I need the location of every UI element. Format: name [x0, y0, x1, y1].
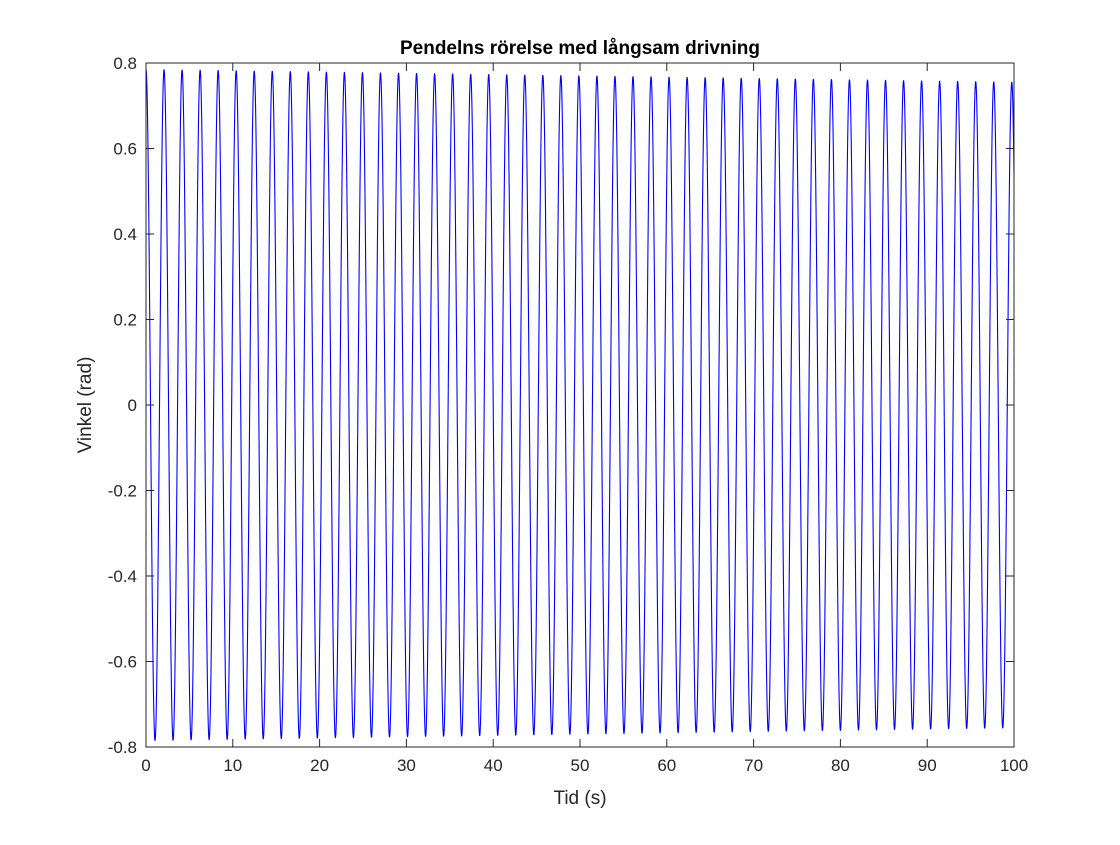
x-axis-label: Tid (s) — [553, 788, 606, 809]
series-line — [145, 69, 1015, 741]
x-tick-label: 70 — [744, 756, 763, 775]
y-axis-label: Vinkel (rad) — [75, 357, 96, 454]
y-tick-label: -0.4 — [108, 567, 137, 586]
y-axis: -0.8 -0.6 -0.4 -0.2 0 0.2 0.4 0.6 0.8 — [108, 54, 1014, 757]
y-tick-label: 0.2 — [113, 311, 137, 330]
x-axis: 0 10 20 30 40 50 60 70 80 90 100 — [141, 63, 1028, 775]
y-tick-label: -0.2 — [108, 482, 137, 501]
y-tick-label: -0.8 — [108, 738, 137, 757]
x-tick-label: 40 — [484, 756, 503, 775]
x-tick-label: 80 — [831, 756, 850, 775]
y-tick-label: 0.6 — [113, 140, 137, 159]
x-tick-label: 100 — [1000, 756, 1028, 775]
x-tick-label: 20 — [310, 756, 329, 775]
y-tick-label: 0 — [128, 396, 137, 415]
y-tick-label: 0.4 — [113, 225, 137, 244]
x-tick-label: 60 — [657, 756, 676, 775]
x-tick-label: 10 — [223, 756, 242, 775]
chart-title: Pendelns rörelse med långsam drivning — [400, 38, 760, 59]
y-tick-label: 0.8 — [113, 54, 137, 73]
y-tick-label: -0.6 — [108, 653, 137, 672]
x-tick-label: 0 — [141, 756, 150, 775]
x-tick-label: 90 — [918, 756, 937, 775]
x-tick-label: 30 — [397, 756, 416, 775]
x-tick-label: 50 — [571, 756, 590, 775]
